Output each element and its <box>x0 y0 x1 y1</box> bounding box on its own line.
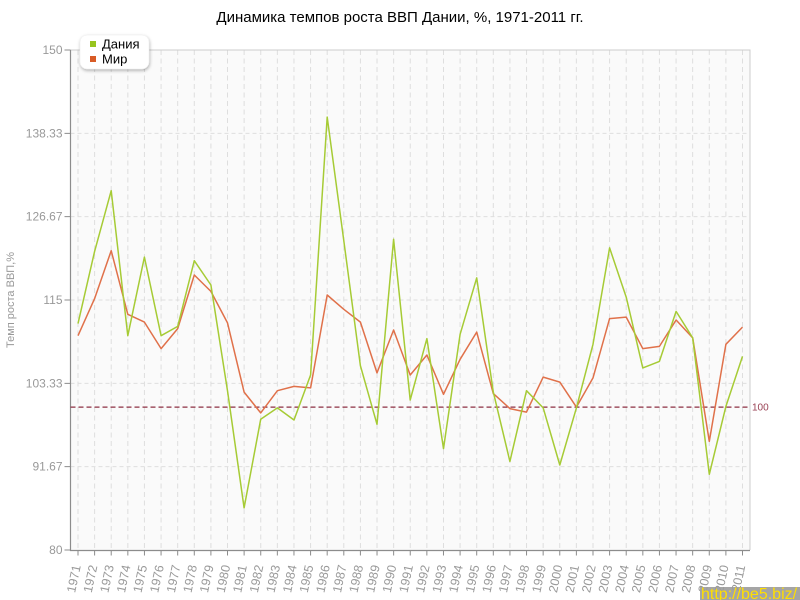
svg-text:1999: 1999 <box>529 564 548 594</box>
svg-text:1987: 1987 <box>330 564 349 594</box>
svg-text:100: 100 <box>752 403 769 414</box>
svg-text:Динамика темпов роста ВВП Дани: Динамика темпов роста ВВП Дании, %, 1971… <box>216 9 583 26</box>
svg-text:1980: 1980 <box>214 564 233 594</box>
svg-text:1997: 1997 <box>496 564 515 594</box>
svg-text:1993: 1993 <box>430 564 449 594</box>
svg-text:2004: 2004 <box>612 564 631 594</box>
svg-text:1998: 1998 <box>513 564 532 594</box>
svg-text:2008: 2008 <box>679 564 698 594</box>
svg-text:1985: 1985 <box>297 564 316 594</box>
svg-text:1971: 1971 <box>64 564 83 594</box>
svg-text:2010: 2010 <box>712 564 731 594</box>
svg-text:115: 115 <box>43 293 62 307</box>
svg-text:2000: 2000 <box>546 564 565 594</box>
svg-text:2002: 2002 <box>579 564 598 594</box>
svg-text:1978: 1978 <box>181 564 200 594</box>
svg-text:1995: 1995 <box>463 564 482 594</box>
svg-text:1976: 1976 <box>147 564 166 594</box>
svg-text:1989: 1989 <box>363 564 382 594</box>
svg-text:1974: 1974 <box>114 564 133 594</box>
svg-text:150: 150 <box>42 43 62 57</box>
svg-text:1991: 1991 <box>397 564 416 594</box>
svg-text:1988: 1988 <box>347 564 366 594</box>
svg-text:2006: 2006 <box>646 564 665 594</box>
svg-text:2003: 2003 <box>596 564 615 594</box>
svg-text:Мир: Мир <box>102 52 127 67</box>
svg-text:1984: 1984 <box>280 564 299 594</box>
svg-text:91.67: 91.67 <box>32 460 62 474</box>
svg-text:2009: 2009 <box>696 564 715 594</box>
svg-text:1986: 1986 <box>313 564 332 594</box>
svg-text:1982: 1982 <box>247 564 266 594</box>
svg-text:138.33: 138.33 <box>26 126 63 140</box>
svg-text:2011: 2011 <box>729 564 748 593</box>
svg-text:126.67: 126.67 <box>26 210 63 224</box>
svg-text:1990: 1990 <box>380 564 399 594</box>
svg-text:1973: 1973 <box>97 564 116 594</box>
svg-text:103.33: 103.33 <box>26 376 63 390</box>
svg-text:80: 80 <box>49 543 63 557</box>
svg-text:1992: 1992 <box>413 564 432 594</box>
svg-text:1975: 1975 <box>131 564 150 594</box>
svg-text:1979: 1979 <box>197 564 216 594</box>
svg-text:1983: 1983 <box>264 564 283 594</box>
svg-text:1994: 1994 <box>446 564 465 594</box>
svg-text:1977: 1977 <box>164 564 183 594</box>
svg-text:1972: 1972 <box>81 564 100 594</box>
svg-text:2001: 2001 <box>563 564 582 594</box>
svg-text:Дания: Дания <box>102 37 140 52</box>
svg-text:2005: 2005 <box>629 564 648 594</box>
svg-text:1981: 1981 <box>230 564 249 594</box>
svg-text:2007: 2007 <box>662 564 681 594</box>
svg-text:http://be5.biz/: http://be5.biz/ <box>701 586 798 600</box>
svg-text:1996: 1996 <box>480 564 499 594</box>
svg-text:Темп роста ВВП,%: Темп роста ВВП,% <box>5 252 17 348</box>
